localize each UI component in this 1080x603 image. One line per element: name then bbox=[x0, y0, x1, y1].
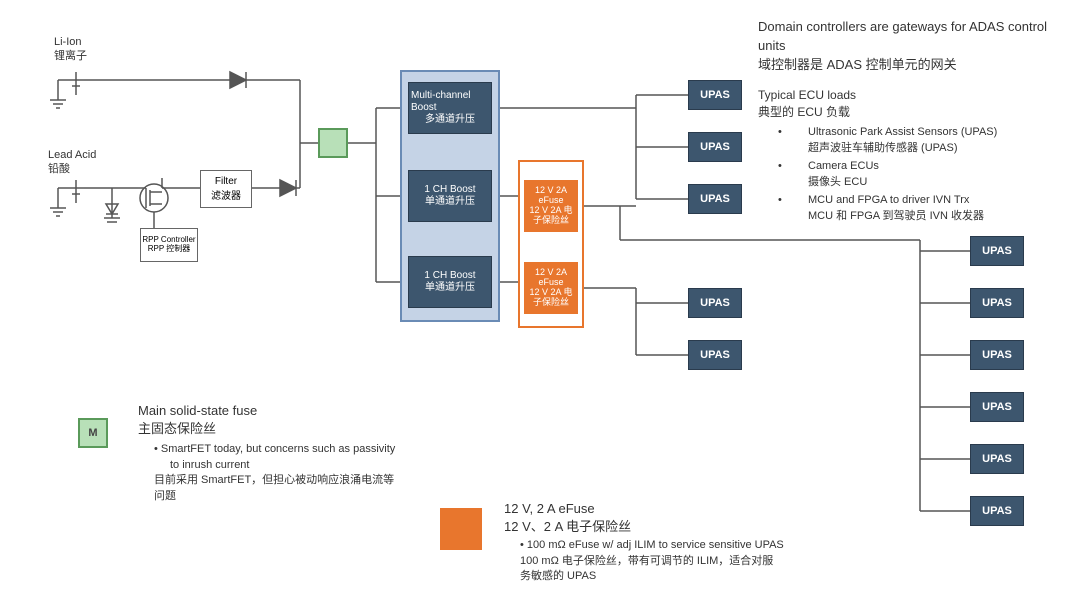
ecu-item: MCU and FPGA to driver IVN TrxMCU 和 FPGA… bbox=[758, 193, 1078, 225]
boost-1ch-block-2: 1 CH Boost 单通道升压 bbox=[408, 256, 492, 308]
legend-efuse-icon bbox=[440, 508, 482, 550]
upas-box: UPAS bbox=[688, 340, 742, 370]
rpp-controller-block: RPP Controller RPP 控制器 bbox=[140, 228, 198, 262]
ecu-item: Ultrasonic Park Assist Sensors (UPAS)超声波… bbox=[758, 125, 1078, 157]
right-text-panel: Domain controllers are gateways for ADAS… bbox=[758, 18, 1078, 227]
upas-box: UPAS bbox=[688, 132, 742, 162]
upas-box: UPAS bbox=[970, 288, 1024, 318]
ecu-loads-en: Typical ECU loads bbox=[758, 87, 1078, 104]
efuse-block-2: 12 V 2A eFuse 12 V 2A 电 子保险丝 bbox=[524, 262, 578, 314]
upas-box: UPAS bbox=[970, 444, 1024, 474]
legend-main-fuse-icon: M bbox=[78, 418, 108, 448]
ecu-list: Ultrasonic Park Assist Sensors (UPAS)超声波… bbox=[758, 125, 1078, 225]
legend-main-fuse-text: Main solid-state fuse 主固态保险丝 • SmartFET … bbox=[138, 402, 398, 504]
upas-box: UPAS bbox=[970, 392, 1024, 422]
lead-acid-label: Lead Acid 铅酸 bbox=[48, 148, 96, 177]
upas-box: UPAS bbox=[970, 340, 1024, 370]
multi-boost-block: Multi-channel Boost 多通道升压 bbox=[408, 82, 492, 134]
legend-efuse-text: 12 V, 2 A eFuse 12 V、2 A 电子保险丝 • 100 mΩ … bbox=[504, 500, 784, 585]
domain-title-en: Domain controllers are gateways for ADAS… bbox=[758, 18, 1078, 56]
ecu-loads-cn: 典型的 ECU 负载 bbox=[758, 104, 1078, 121]
domain-title-cn: 域控制器是 ADAS 控制单元的网关 bbox=[758, 56, 1078, 75]
upas-box: UPAS bbox=[688, 288, 742, 318]
ecu-item: Camera ECUs摄像头 ECU bbox=[758, 159, 1078, 191]
efuse-block-1: 12 V 2A eFuse 12 V 2A 电 子保险丝 bbox=[524, 180, 578, 232]
main-fuse-block bbox=[318, 128, 348, 158]
liion-label: Li-Ion 锂离子 bbox=[54, 35, 87, 64]
filter-block: Filter 滤波器 bbox=[200, 170, 252, 208]
upas-box: UPAS bbox=[970, 496, 1024, 526]
boost-1ch-block-1: 1 CH Boost 单通道升压 bbox=[408, 170, 492, 222]
upas-box: UPAS bbox=[970, 236, 1024, 266]
upas-box: UPAS bbox=[688, 80, 742, 110]
upas-box: UPAS bbox=[688, 184, 742, 214]
